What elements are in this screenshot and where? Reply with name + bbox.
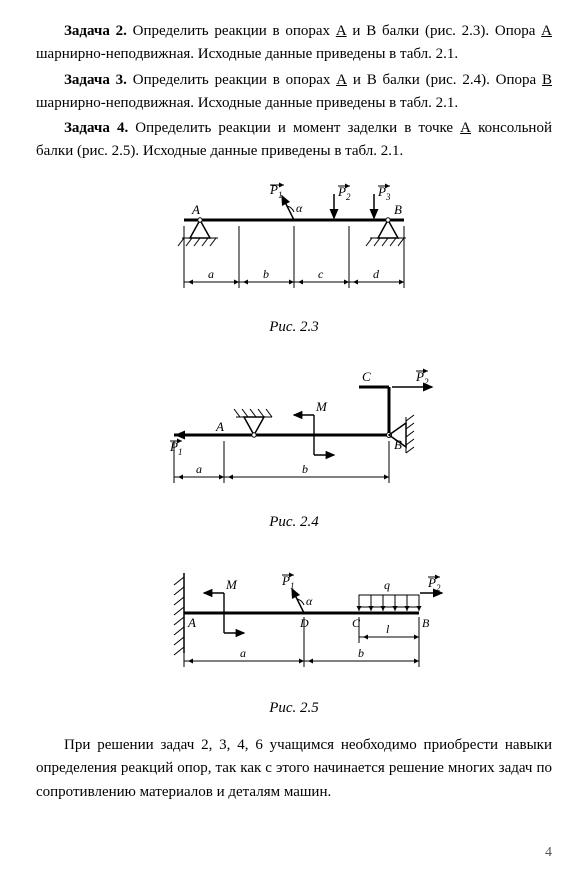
fig25-m: М [225,577,238,592]
fig23-dim-d: d [373,267,380,281]
task3-a: А [336,72,347,88]
task2-lead: Задача 2. [64,23,127,39]
fig24-m: М [315,399,328,414]
fig25-dim-b: b [358,646,364,660]
fig25-a: А [187,615,196,630]
task3-t1: Определить реакции в опорах [127,72,336,88]
fig25-l: l [386,622,390,636]
task4-t1: Определить реакции и момент заделки в то… [128,120,460,136]
task4-paragraph: Задача 4. Определить реакции и момент за… [36,117,552,164]
page-number: 4 [36,842,552,864]
task2-t3: шарнирно-неподвижная. Исходные данные пр… [36,46,458,62]
task4-a: А [460,120,471,136]
fig25-p1: P1 [281,573,294,591]
fig24-p2: P2 [415,369,429,387]
task2-t2: балки (рис. 2.3). Опора [376,23,541,39]
task2-paragraph: Задача 2. Определить реакции в опорах А … [36,20,552,67]
fig24-p1: P1 [169,439,182,457]
fig24-caption: Рис. 2.4 [36,511,552,534]
task4-lead: Задача 4. [64,120,128,136]
fig24-c: С [362,369,371,384]
figure-2-3: А В α P1 P2 P3 a b c d [36,182,552,310]
task3-b2: В [542,72,552,88]
fig25-q: q [384,578,390,592]
fig25-alpha: α [306,594,313,608]
fig25-b: В [422,616,430,630]
fig25-p2: P2 [427,575,441,593]
task3-t3: шарнирно-неподвижная. Исходные данные пр… [36,95,458,111]
task2-b: В [366,23,376,39]
task3-t2: балки (рис. 2.4). Опора [377,72,542,88]
fig23-label-b: В [394,202,402,217]
fig24-dim-a: a [196,462,202,476]
fig24-b: В [394,437,402,452]
fig25-dim-a: a [240,646,246,660]
fig23-dim-b: b [263,267,269,281]
fig23-p2: P2 [337,184,351,202]
task2-t1: Определить реакции в опорах [127,23,336,39]
task3-b: В [367,72,377,88]
fig23-label-a: А [191,202,200,217]
task3-lead: Задача 3. [64,72,127,88]
fig25-caption: Рис. 2.5 [36,697,552,720]
fig23-dim-a: a [208,267,214,281]
fig24-a: А [215,419,224,434]
fig23-alpha: α [296,201,303,215]
closing-paragraph: При решении задач 2, 3, 4, 6 учащимся не… [36,734,552,804]
task2-a: А [336,23,347,39]
fig23-caption: Рис. 2.3 [36,316,552,339]
fig25-c: С [352,616,361,630]
fig23-dim-c: c [318,267,324,281]
task2-a2: А [541,23,552,39]
task3-and: и [347,72,367,88]
task2-and: и [347,23,367,39]
fig24-dim-b: b [302,462,308,476]
fig23-p3: P3 [377,184,391,202]
figure-2-5: А М α P1 D q С В P2 l [36,553,552,691]
figure-2-4: С А В P1 P2 М a b [36,357,552,505]
task3-paragraph: Задача 3. Определить реакции в опорах А … [36,69,552,116]
